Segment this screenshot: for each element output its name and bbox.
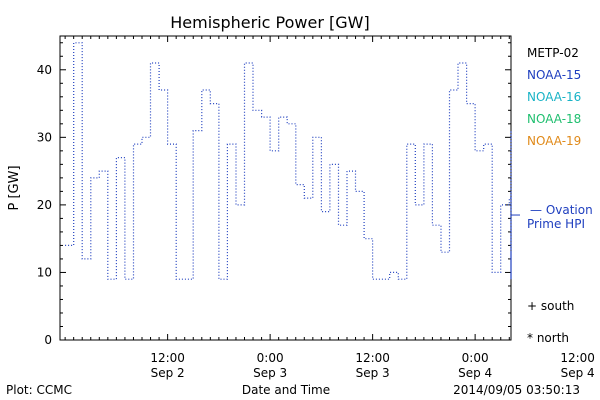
x-tick-label-date: Sep 2 — [151, 366, 185, 380]
y-tick-label-20: 20 — [37, 198, 52, 212]
legend-entry-noaa-15: NOAA-15 — [527, 68, 581, 82]
chart-title: Hemispheric Power [GW] — [170, 13, 369, 32]
x-tick-label-date: Sep 3 — [356, 366, 390, 380]
y-tick-label-0: 0 — [44, 333, 52, 347]
legend-entry-noaa-19: NOAA-19 — [527, 134, 581, 148]
legend-entry-noaa-16: NOAA-16 — [527, 90, 581, 104]
series-layer — [65, 42, 512, 280]
legend-entry-metp-02: METP-02 — [527, 46, 579, 60]
ovation-label-line1: — Ovation — [530, 203, 593, 217]
x-tick-label-time: 12:00 — [355, 351, 390, 365]
x-tick-label-time: 0:00 — [257, 351, 284, 365]
x-tick-label-date: Sep 3 — [253, 366, 287, 380]
x-tick-label-time: 12:00 — [560, 351, 595, 365]
x-axis-label: Date and Time — [242, 383, 330, 397]
ovation-label-line2: Prime HPI — [527, 217, 585, 231]
legend-entry-noaa-18: NOAA-18 — [527, 112, 581, 126]
y-tick-label-40: 40 — [37, 63, 52, 77]
plot-frame — [59, 35, 512, 341]
x-tick-label-date: Sep 4 — [561, 366, 595, 380]
x-tick-label-time: 12:00 — [150, 351, 185, 365]
north-marker: * north — [527, 331, 569, 345]
y-tick-label-10: 10 — [37, 265, 52, 279]
series-line-noaa-15 — [65, 42, 512, 280]
legend: METP-02 NOAA-15 NOAA-16 NOAA-18 NOAA-19 — [527, 46, 581, 148]
x-tick-label-date: Sep 4 — [458, 366, 492, 380]
south-marker: + south — [527, 299, 574, 313]
footer-timestamp: 2014/09/05 03:50:13 — [453, 383, 580, 397]
y-tick-label-30: 30 — [37, 130, 52, 144]
x-tick-label-time: 0:00 — [462, 351, 489, 365]
footer-credit: Plot: CCMC — [6, 383, 72, 397]
y-axis-label: P [GW] — [7, 165, 22, 210]
y-axis-ticks: 0 10 20 30 40 — [37, 42, 511, 347]
